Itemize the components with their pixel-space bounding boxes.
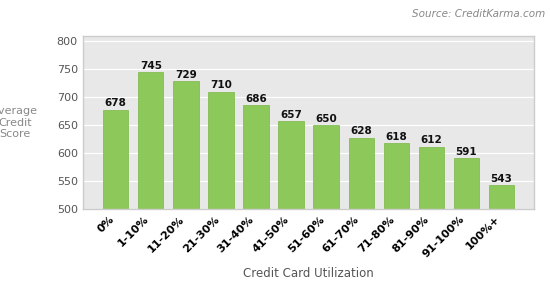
Bar: [103, 110, 128, 209]
Bar: [419, 147, 444, 209]
Bar: [489, 185, 514, 209]
Y-axis label: Average
Credit
Score: Average Credit Score: [0, 106, 38, 139]
X-axis label: Credit Card Utilization: Credit Card Utilization: [243, 267, 374, 280]
Bar: [314, 125, 339, 209]
Text: 729: 729: [175, 69, 197, 80]
Bar: [278, 121, 304, 209]
Bar: [244, 105, 268, 209]
Bar: [349, 138, 374, 209]
Text: 678: 678: [105, 98, 127, 108]
Text: 657: 657: [280, 110, 302, 120]
Bar: [173, 81, 198, 209]
Bar: [138, 72, 164, 209]
Text: 591: 591: [456, 147, 477, 157]
Bar: [383, 143, 409, 209]
Text: 745: 745: [140, 61, 162, 71]
Bar: [208, 92, 234, 209]
Text: 686: 686: [245, 94, 267, 103]
Text: Source: CreditKarma.com: Source: CreditKarma.com: [412, 9, 545, 19]
Text: 612: 612: [420, 135, 442, 145]
Bar: [453, 158, 479, 209]
Text: 628: 628: [350, 126, 372, 136]
Text: 650: 650: [315, 114, 337, 124]
Text: 618: 618: [385, 132, 407, 142]
Text: 543: 543: [490, 173, 512, 184]
Text: 710: 710: [210, 80, 232, 90]
